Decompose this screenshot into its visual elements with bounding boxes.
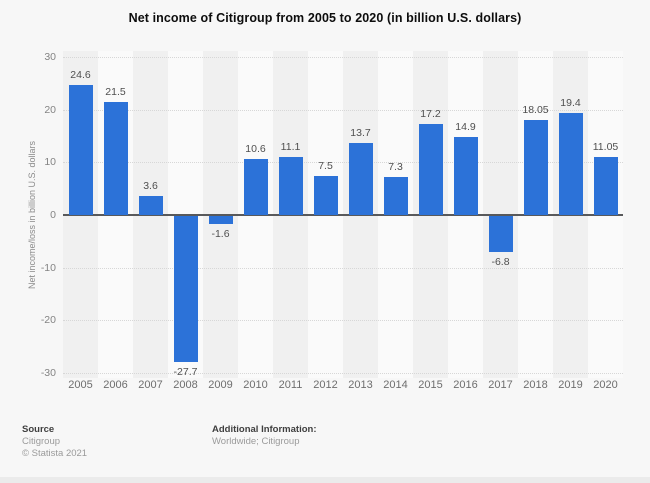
footer-source-block: Source Citigroup © Statista 2021 <box>22 424 87 459</box>
footer-source-line: Citigroup <box>22 436 61 447</box>
bar-value-label: 14.9 <box>455 120 476 133</box>
bar <box>103 101 128 215</box>
bar-value-label: -27.7 <box>173 365 198 378</box>
footer-source-heading: Source <box>22 424 55 435</box>
gridline <box>63 267 623 269</box>
bar-value-label: 7.3 <box>388 160 403 173</box>
bar <box>243 159 268 215</box>
bar <box>418 124 443 215</box>
gridline <box>63 109 623 111</box>
x-axis-year-label: 2014 <box>383 379 408 391</box>
y-axis-tick-label: -10 <box>40 261 56 274</box>
gridline <box>63 320 623 322</box>
x-axis-year-label: 2015 <box>418 379 443 391</box>
bar-value-label: 17.2 <box>420 108 441 121</box>
bar-value-label: 3.6 <box>143 180 158 193</box>
bar <box>453 136 478 215</box>
x-axis-year-label: 2020 <box>593 379 618 391</box>
x-axis-year-label: 2019 <box>558 379 583 391</box>
x-axis-year-label: 2010 <box>243 379 268 391</box>
bar-value-label: 11.1 <box>280 140 301 153</box>
x-axis-year-label: 2017 <box>488 379 513 391</box>
bar-value-label: -6.8 <box>491 255 510 268</box>
bar-value-label: 24.6 <box>70 69 91 82</box>
footer-additional-heading: Additional Information: <box>212 424 317 435</box>
bar-value-label: 19.4 <box>560 96 581 109</box>
bar-value-label: 18.05 <box>522 103 549 116</box>
bar <box>173 216 198 362</box>
bar-value-label: 10.6 <box>245 143 266 156</box>
y-axis-tick-label: 20 <box>44 103 56 116</box>
chart-title: Net income of Citigroup from 2005 to 202… <box>128 11 522 25</box>
bar <box>348 142 373 215</box>
x-axis-year-label: 2011 <box>278 379 303 391</box>
gridline <box>63 373 623 374</box>
y-axis-tick-label: 30 <box>44 51 56 63</box>
x-axis-year-label: 2006 <box>103 379 128 391</box>
bar <box>208 216 233 225</box>
gridline <box>63 162 623 164</box>
bar <box>523 119 548 215</box>
bar <box>558 112 583 215</box>
zero-axis-line <box>63 214 623 216</box>
x-axis-year-label: 2008 <box>173 379 198 391</box>
x-axis-year-label: 2009 <box>208 379 233 391</box>
x-axis-year-label: 2016 <box>453 379 478 391</box>
bar <box>138 196 163 215</box>
bar <box>488 216 513 252</box>
y-axis-title: Net income/loss in billion U.S. dollars <box>27 140 37 290</box>
bar-value-label: 11.05 <box>592 140 619 153</box>
x-axis-year-label: 2012 <box>313 379 338 391</box>
bar <box>383 176 408 215</box>
y-axis-tick-label: -20 <box>40 314 56 327</box>
bar <box>278 156 303 215</box>
y-axis-tick-label: -30 <box>40 367 56 379</box>
x-axis-year-label: 2007 <box>138 379 163 391</box>
x-axis-year-label: 2013 <box>348 379 373 391</box>
bottom-strip <box>0 477 650 483</box>
footer-additional-line: Worldwide; Citigroup <box>212 436 300 447</box>
x-axis-year-label: 2018 <box>523 379 548 391</box>
x-axis-year-label: 2005 <box>68 379 93 391</box>
y-axis-tick-label: 0 <box>50 209 56 221</box>
bar-value-label: 13.7 <box>350 126 371 139</box>
bar-value-label: -1.6 <box>211 228 230 241</box>
y-axis-tick-label: 10 <box>44 156 56 169</box>
gridline <box>63 57 623 58</box>
bar <box>593 156 618 215</box>
footer-additional-block: Additional Information: Worldwide; Citig… <box>212 424 317 448</box>
bar <box>68 85 93 215</box>
bar-value-label: 21.5 <box>105 85 126 98</box>
footer-copyright: © Statista 2021 <box>22 447 88 459</box>
bar <box>313 175 338 215</box>
bar-value-label: 7.5 <box>318 159 333 172</box>
